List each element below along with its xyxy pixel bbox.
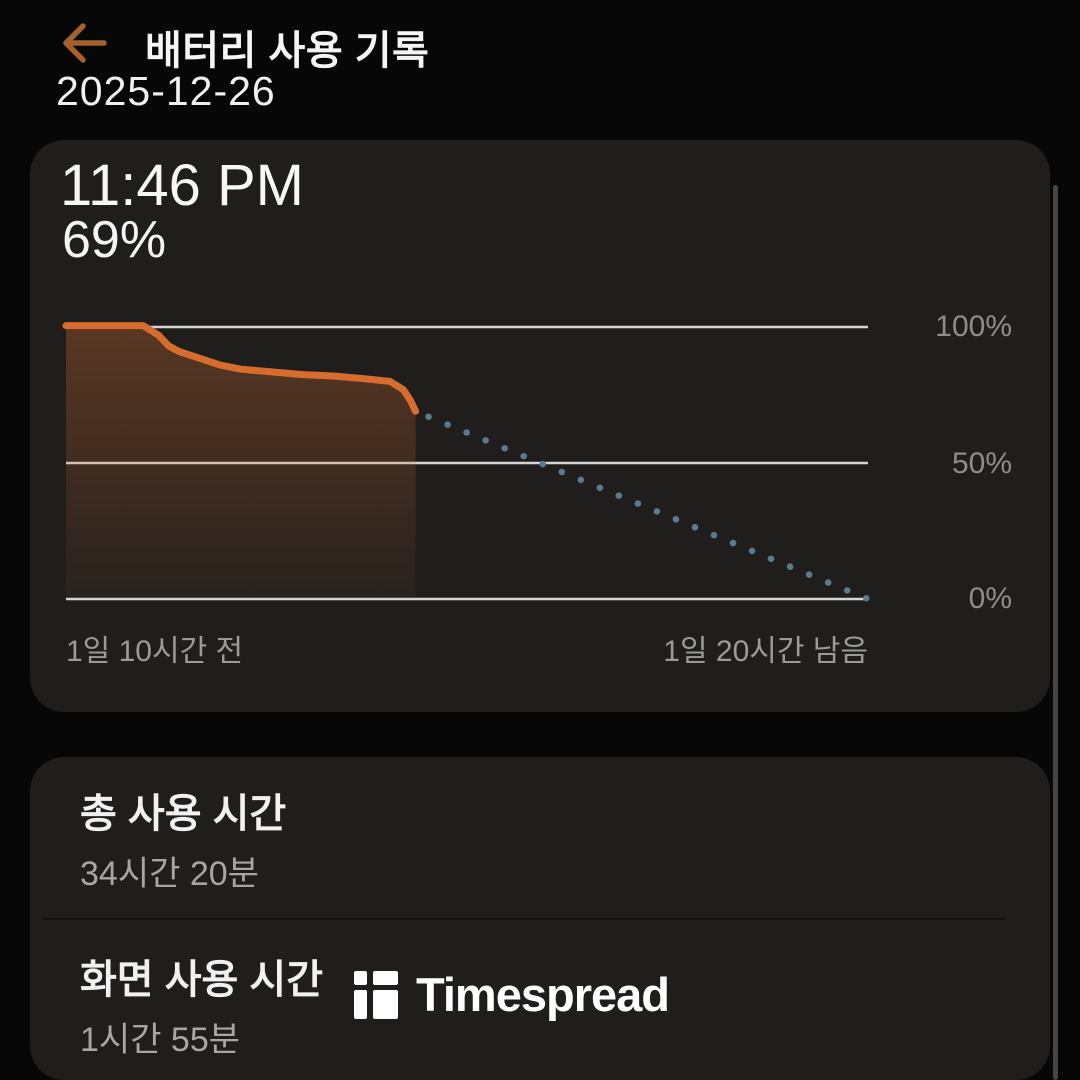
arrow-left-icon [63,23,107,63]
total-usage-label: 총 사용 시간 [80,792,287,836]
date-label: 2025-12-26 [56,68,276,114]
watermark-text: Timespread [416,968,670,1021]
screen-time-value: 1시간 55분 [80,1021,241,1059]
battery-level-label: 69% [62,211,167,269]
usage-stats-card: 총 사용 시간 34시간 20분 화면 사용 시간 1시간 55분 [30,757,1050,1080]
current-time-label: 11:46 PM [60,153,304,218]
screen-time-label: 화면 사용 시간 [80,958,324,1002]
timespread-grid-logo-icon [354,970,398,1019]
total-usage-value: 34시간 20분 [80,855,259,893]
battery-chart-card: 11:46 PM 69% 100% 50% 0% 1일 10시간 전 1일 20… [30,140,1050,712]
page-title: 배터리 사용 기록 [145,29,430,73]
xlabel-time-ago: 1일 10시간 전 [66,635,244,668]
back-button[interactable] [58,16,110,68]
ytick-100: 100% [935,310,1012,343]
ytick-0: 0% [968,582,1012,615]
ytick-50: 50% [951,447,1012,480]
header: 배터리 사용 기록 [0,0,1080,73]
forecast-line [412,408,872,603]
divider [43,918,1005,920]
vertical-scrollbar[interactable] [1053,185,1058,1080]
watermark: Timespread [354,967,670,1022]
area-fill [66,325,416,599]
xlabel-time-remaining: 1일 20시간 남음 [663,635,868,668]
history-line [62,322,420,415]
battery-chart [62,322,872,603]
